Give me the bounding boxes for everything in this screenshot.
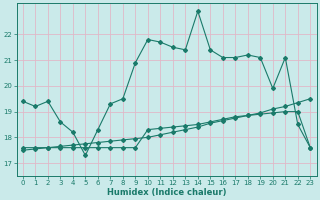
X-axis label: Humidex (Indice chaleur): Humidex (Indice chaleur) [107,188,226,197]
